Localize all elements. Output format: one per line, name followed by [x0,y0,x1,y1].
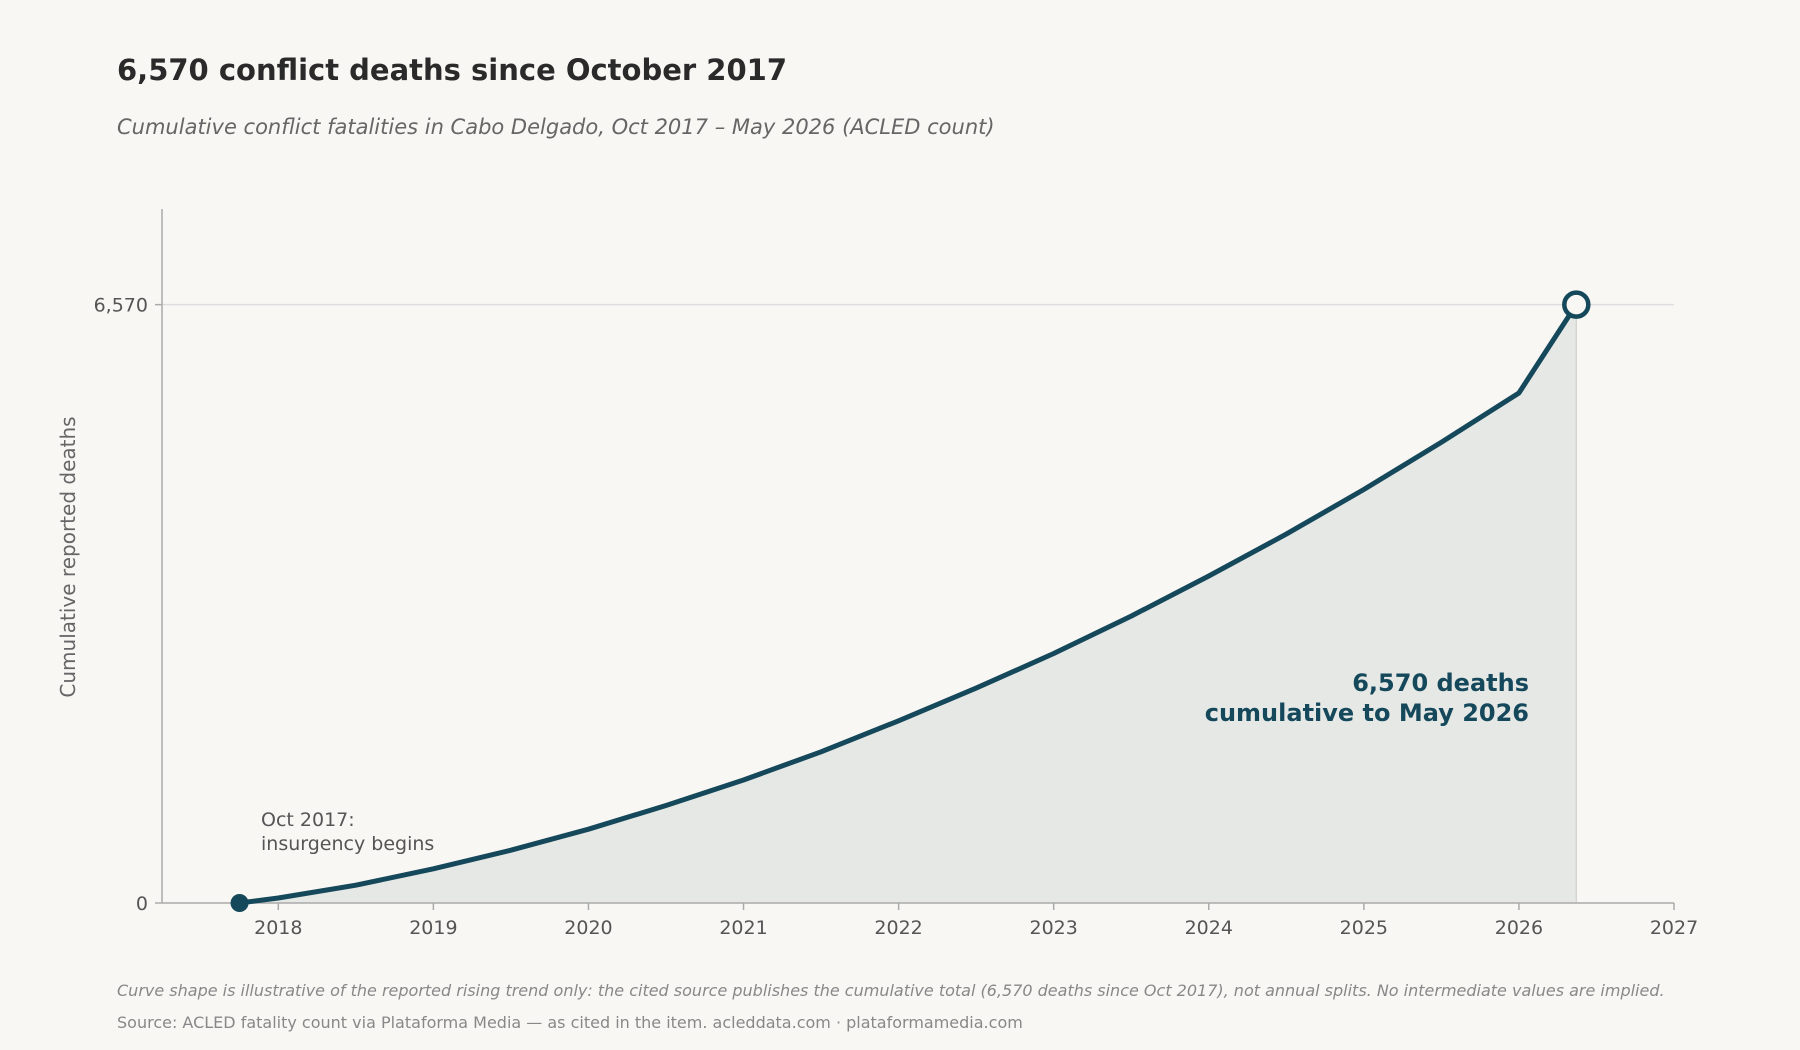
chart-title: 6,570 conflict deaths since October 2017 [117,53,787,87]
footer-source: Source: ACLED fatality count via Platafo… [117,1013,1023,1032]
end-annotation-line-1: 6,570 deaths [1352,669,1529,697]
y-tick-label-0: 0 [136,893,148,915]
start-point-marker [230,894,249,912]
area-fill [239,304,1577,904]
start-annotation-line-1: Oct 2017: [261,809,355,831]
y-axis-label: Cumulative reported deaths [56,416,80,697]
chart-subtitle: Cumulative conflict fatalities in Cabo D… [117,115,995,139]
plot-area: 2018 2019 2020 2021 2022 2023 2024 2025 2026 2027… [94,209,1698,939]
x-tick-label-2023: 2023 [1030,917,1078,939]
end-annotation-line-2: cumulative to May 2026 [1205,699,1529,727]
x-tick-label-2020: 2020 [564,917,612,939]
x-tick-label-2018: 2018 [254,917,302,939]
y-tick-label-6570: 6,570 [94,295,148,317]
footer-note: Curve shape is illustrative of the repor… [117,981,1665,1000]
x-tick-label-2021: 2021 [719,917,767,939]
end-point-marker [1562,290,1591,319]
x-axis-ticks: 2018 2019 2020 2021 2022 2023 2024 2025 2026 2027 [254,903,1698,939]
x-tick-label-2022: 2022 [874,917,922,939]
x-tick-label-2019: 2019 [409,917,457,939]
x-tick-label-2027: 2027 [1650,917,1698,939]
series-line [237,302,1579,906]
x-tick-label-2026: 2026 [1495,917,1543,939]
start-annotation-line-2: insurgency begins [261,833,434,855]
x-tick-label-2024: 2024 [1185,917,1233,939]
y-axis-ticks: 0 6,570 [94,295,162,915]
x-tick-label-2025: 2025 [1340,917,1388,939]
